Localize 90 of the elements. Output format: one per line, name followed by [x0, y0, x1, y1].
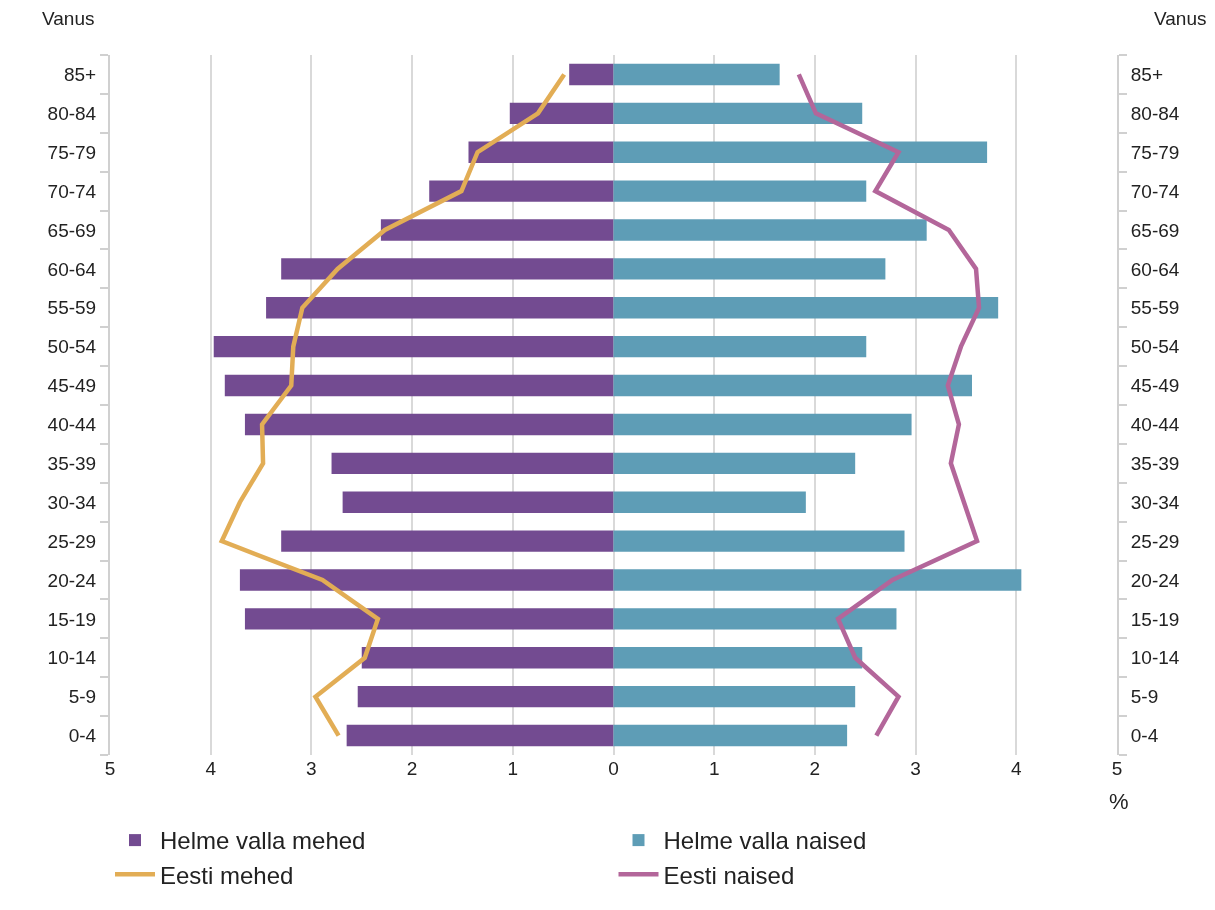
y-tick-label: 15-19	[47, 608, 97, 630]
category-label: 85+	[1130, 64, 1164, 86]
legend-label: Helme valla naised	[663, 827, 867, 855]
category-label: 0-4	[1130, 725, 1159, 747]
bar	[613, 491, 806, 513]
y-tick-label: 75-79	[47, 141, 97, 163]
category-label: 10-14	[1130, 647, 1180, 669]
category-label: 70-74	[1130, 180, 1180, 202]
bar	[380, 219, 614, 241]
bar	[613, 63, 780, 86]
category-label: 50-54	[1130, 336, 1180, 358]
y-tick-label: 85+	[63, 64, 97, 86]
bar	[613, 141, 988, 163]
bar	[613, 608, 897, 630]
bar	[429, 180, 614, 202]
bar	[613, 413, 912, 436]
bar	[613, 685, 856, 708]
y-tick-label: 50-54	[47, 336, 97, 358]
category-label: 80-84	[1130, 102, 1180, 124]
category-label: 55-59	[1130, 297, 1180, 319]
bar	[613, 102, 863, 125]
y-tick-label: 30-34	[47, 491, 97, 513]
bar	[613, 297, 999, 319]
bar	[361, 647, 614, 669]
y-tick-label: 60-64	[47, 258, 97, 280]
y-tick-label: 70-74	[47, 180, 97, 202]
y-tick-label: 80-84	[47, 102, 97, 124]
y-tick-label: 40-44	[47, 414, 97, 436]
category-label: 35-39	[1130, 452, 1180, 474]
bar	[346, 724, 614, 747]
bar	[266, 297, 614, 319]
x-tick-label: 5	[104, 758, 116, 779]
y-tick-label: 45-49	[47, 375, 97, 397]
category-label: 65-69	[1130, 219, 1180, 241]
bar	[213, 335, 614, 358]
y-tick-label: 10-14	[47, 647, 97, 669]
bar	[613, 180, 867, 202]
category-label: 45-49	[1130, 375, 1180, 397]
x-tick-label: 4	[205, 758, 217, 779]
bar	[613, 530, 905, 552]
category-label: 15-19	[1130, 608, 1180, 630]
legend-label: Helme valla mehed	[160, 827, 366, 855]
bar	[613, 647, 863, 669]
y-tick-label: 0-4	[68, 725, 97, 747]
bar	[244, 413, 614, 436]
category-label: 30-34	[1130, 491, 1180, 513]
bar	[357, 685, 614, 708]
bar	[613, 724, 848, 747]
bar	[468, 141, 614, 163]
x-tick-label: 3	[306, 758, 317, 779]
bar	[613, 258, 886, 280]
x-axis-title: %	[1109, 789, 1129, 814]
category-label: 5-9	[1130, 686, 1159, 708]
category-label: 60-64	[1130, 258, 1180, 280]
bar	[224, 374, 614, 397]
bar	[342, 491, 614, 513]
x-tick-label: 2	[406, 758, 418, 779]
y-tick-label: 35-39	[47, 452, 97, 474]
category-label: 20-24	[1130, 569, 1180, 591]
x-tick-label: 3	[910, 758, 921, 779]
x-tick-label: 2	[809, 758, 821, 779]
x-tick-label: 0	[608, 758, 619, 779]
y-tick-label: 25-29	[47, 530, 97, 552]
category-label: 40-44	[1130, 414, 1180, 436]
bar	[281, 258, 614, 280]
bar	[613, 569, 1022, 591]
y2-axis-title: Vanus	[1154, 8, 1207, 29]
legend-label: Eesti mehed	[160, 861, 294, 889]
category-label: 75-79	[1130, 141, 1180, 163]
legend-label: Eesti naised	[663, 861, 795, 889]
bar	[509, 102, 614, 125]
bar	[244, 608, 614, 630]
bar	[613, 219, 927, 241]
y-tick-label: 5-9	[68, 686, 97, 708]
y-axis-title: Vanus	[42, 8, 95, 29]
bar	[613, 374, 972, 397]
y-tick-label: 65-69	[47, 219, 97, 241]
bar	[281, 530, 614, 552]
x-tick-label: 4	[1011, 758, 1023, 779]
y-tick-label: 20-24	[47, 569, 97, 591]
y-tick-label: 55-59	[47, 297, 97, 319]
bar	[613, 452, 856, 475]
category-label: 25-29	[1130, 530, 1180, 552]
bar	[239, 569, 614, 591]
x-tick-label: 1	[507, 758, 519, 779]
bar	[613, 335, 867, 358]
bar	[331, 452, 614, 475]
bar	[569, 63, 614, 86]
x-tick-label: 1	[708, 758, 720, 779]
x-tick-label: 5	[1111, 758, 1123, 779]
